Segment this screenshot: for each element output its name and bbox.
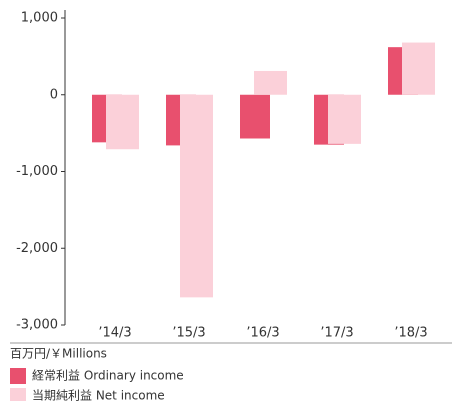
bar bbox=[254, 70, 287, 95]
x-tick-label: ’16/3 bbox=[246, 326, 279, 341]
x-tick-label: ’14/3 bbox=[98, 326, 131, 341]
y-tick-label: 1,000 bbox=[21, 11, 58, 26]
bar bbox=[328, 94, 361, 144]
bar bbox=[402, 42, 435, 95]
unit-label: 百万円/￥Millions bbox=[10, 347, 107, 361]
y-tick-label: -3,000 bbox=[16, 318, 58, 333]
legend-swatch bbox=[10, 368, 26, 384]
legend-swatch bbox=[10, 388, 26, 401]
bar bbox=[240, 94, 270, 139]
x-tick-label: ’15/3 bbox=[172, 326, 205, 341]
bar bbox=[180, 94, 213, 298]
legend-label: 当期純利益 Net income bbox=[32, 389, 165, 401]
y-tick-label: -2,000 bbox=[16, 241, 58, 256]
y-tick-label: 0 bbox=[50, 87, 58, 102]
x-tick-label: ’18/3 bbox=[394, 326, 427, 341]
legend-label: 経常利益 Ordinary income bbox=[32, 369, 184, 383]
x-tick-label: ’17/3 bbox=[320, 326, 353, 341]
y-tick-label: -1,000 bbox=[16, 164, 58, 179]
bar bbox=[106, 94, 139, 150]
